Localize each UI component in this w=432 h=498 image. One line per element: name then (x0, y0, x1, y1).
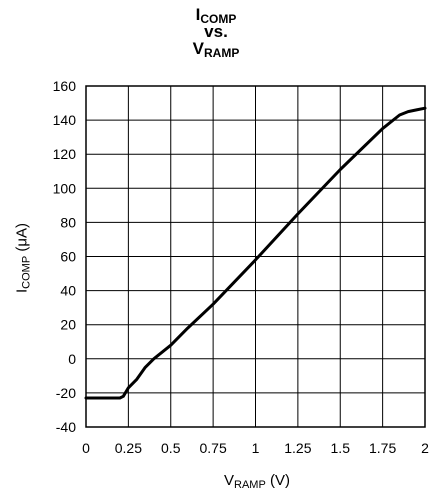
x-axis-label: VRAMP (V) (0, 472, 432, 491)
x-tick-label: 2 (421, 440, 429, 456)
series-line (84, 106, 427, 400)
x-tick-label: 1.25 (284, 440, 311, 456)
y-tick-label: 0 (68, 351, 76, 367)
title-v: V (192, 39, 204, 58)
title-comp-subscript: COMP (200, 12, 237, 26)
y-tick-label: 120 (53, 146, 77, 162)
x-tick-label: 1 (252, 440, 260, 456)
x-tick-label: 0.75 (200, 440, 227, 456)
title-ramp-subscript: RAMP (204, 46, 240, 60)
y-tick-label: 20 (60, 317, 76, 333)
x-tick-label: 1.5 (331, 440, 351, 456)
plot-frame (85, 85, 426, 428)
xlabel-ramp-subscript: RAMP (234, 479, 266, 491)
ylabel-units: (μA) (13, 223, 31, 256)
x-tick-label: 0 (82, 440, 90, 456)
y-tick-label: 80 (60, 214, 76, 230)
title-line-3: VRAMP (0, 39, 432, 60)
title-i: I (195, 5, 201, 24)
xlabel-units: (V) (265, 472, 290, 489)
ylabel-comp-subscript: COMP (20, 255, 33, 289)
y-tick-label: 140 (53, 112, 77, 128)
y-tick-label: 60 (60, 249, 76, 265)
title-line-1: ICOMP (0, 5, 432, 26)
y-tick-label: -40 (56, 419, 76, 435)
y-tick-label: 160 (53, 78, 77, 94)
chart-title: ICOMP vs. VRAMP (0, 5, 432, 60)
y-tick-label: 100 (53, 180, 77, 196)
title-line-2: vs. (204, 22, 228, 41)
x-tick-label: 0.5 (161, 440, 181, 456)
x-tick-label: 1.75 (369, 440, 396, 456)
x-tick-labels: 0 0.25 0.5 0.75 1 1.25 1.5 1.75 2 (82, 440, 429, 456)
y-tick-labels: -40 -20 0 20 40 60 80 100 120 140 160 (53, 78, 77, 435)
y-tick-label: 40 (60, 283, 76, 299)
ylabel-i: I (13, 288, 31, 293)
x-tick-label: 0.25 (115, 440, 142, 456)
xlabel-v: V (224, 472, 235, 489)
y-tick-label: -20 (56, 385, 76, 401)
y-axis-label: ICOMP (μA) (13, 223, 33, 293)
